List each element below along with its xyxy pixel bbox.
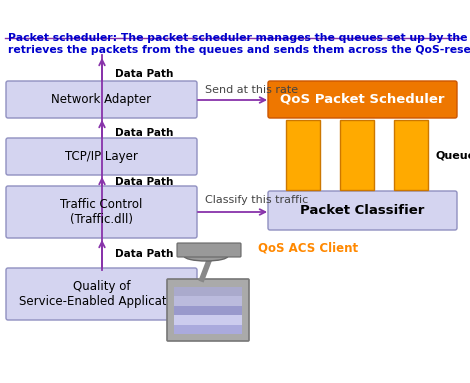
Text: Traffic Control
(Traffic.dll): Traffic Control (Traffic.dll) bbox=[60, 198, 143, 226]
Text: Classify this traffic: Classify this traffic bbox=[205, 195, 308, 205]
Text: Data Path: Data Path bbox=[115, 177, 173, 187]
Text: Packet scheduler: The packet scheduler manages the queues set up by the packet c: Packet scheduler: The packet scheduler m… bbox=[8, 33, 470, 55]
Bar bbox=[174, 287, 242, 296]
Text: Data Path: Data Path bbox=[115, 69, 173, 79]
FancyBboxPatch shape bbox=[6, 81, 197, 118]
FancyBboxPatch shape bbox=[6, 268, 197, 320]
Bar bbox=[174, 287, 242, 334]
Bar bbox=[174, 296, 242, 306]
Bar bbox=[286, 120, 320, 190]
Bar bbox=[174, 325, 242, 334]
FancyBboxPatch shape bbox=[268, 81, 457, 118]
Text: Send at this rate: Send at this rate bbox=[205, 85, 298, 95]
FancyBboxPatch shape bbox=[6, 186, 197, 238]
Bar bbox=[394, 120, 428, 190]
Text: Queues: Queues bbox=[436, 150, 470, 160]
FancyBboxPatch shape bbox=[177, 243, 241, 257]
Text: Packet Classifier: Packet Classifier bbox=[300, 204, 425, 217]
Text: QoS Packet Scheduler: QoS Packet Scheduler bbox=[280, 93, 445, 106]
Ellipse shape bbox=[184, 251, 228, 261]
Bar bbox=[174, 315, 242, 325]
Text: Data Path: Data Path bbox=[115, 128, 173, 138]
Text: Network Adapter: Network Adapter bbox=[51, 93, 151, 106]
Bar bbox=[340, 120, 374, 190]
Bar bbox=[174, 306, 242, 315]
Text: Quality of
Service-Enabled Application: Quality of Service-Enabled Application bbox=[19, 280, 184, 308]
Text: TCP/IP Layer: TCP/IP Layer bbox=[65, 150, 138, 163]
FancyBboxPatch shape bbox=[268, 191, 457, 230]
FancyBboxPatch shape bbox=[167, 279, 249, 341]
Text: QoS ACS Client: QoS ACS Client bbox=[258, 242, 358, 254]
FancyBboxPatch shape bbox=[6, 138, 197, 175]
Text: Data Path: Data Path bbox=[115, 249, 173, 259]
